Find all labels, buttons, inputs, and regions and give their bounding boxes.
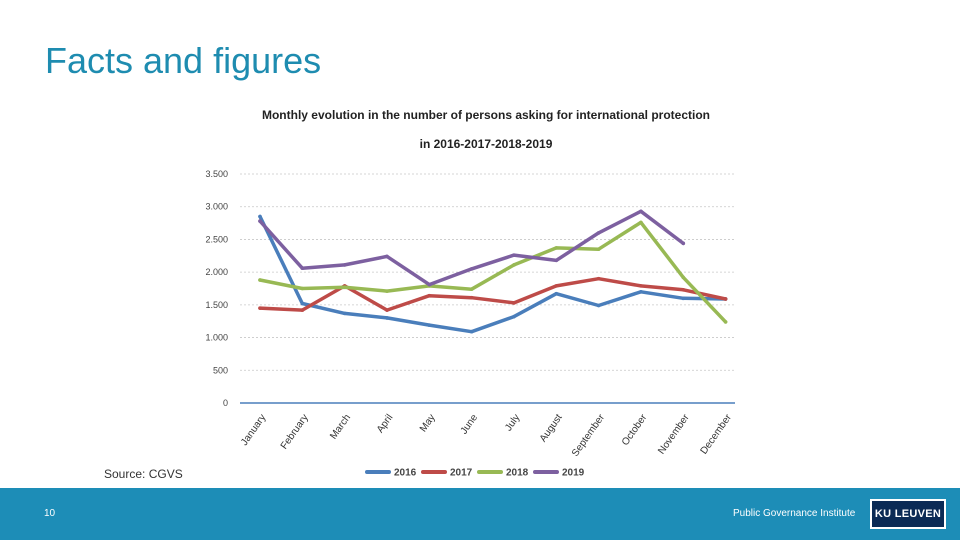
x-tick-label: November [656, 412, 692, 457]
series-2016 [258, 214, 728, 334]
data-point [427, 282, 432, 287]
data-point [342, 263, 347, 267]
series-2018 [258, 220, 728, 324]
data-point [512, 263, 516, 267]
x-tick-label: October [620, 412, 650, 448]
data-point [681, 296, 686, 301]
data-point [639, 284, 643, 288]
data-point [300, 266, 305, 271]
data-point [554, 284, 559, 288]
data-point [723, 297, 728, 301]
data-point [596, 231, 601, 235]
data-point [469, 329, 474, 334]
x-tick-label: December [699, 412, 735, 457]
data-point [342, 311, 347, 316]
data-point [681, 288, 686, 292]
legend-label: 2019 [562, 468, 585, 479]
page-number: 10 [44, 508, 56, 519]
chart-subtitle: in 2016-2017-2018-2019 [419, 137, 553, 151]
source-note: Source: CGVS [104, 467, 183, 481]
series-line-2018 [258, 220, 728, 324]
series-line-2019 [258, 209, 686, 287]
y-tick-label: 500 [213, 365, 228, 375]
data-point [300, 308, 305, 312]
ku-leuven-logo: KU LEUVEN [870, 499, 946, 529]
data-point [385, 308, 389, 312]
data-point [385, 316, 389, 320]
data-point [427, 323, 432, 327]
data-point [258, 306, 262, 310]
data-point [723, 320, 728, 324]
x-tick-label: April [375, 412, 395, 435]
y-tick-label: 2.500 [205, 234, 228, 244]
data-point [596, 276, 601, 281]
data-point [512, 253, 516, 257]
data-point [596, 247, 601, 252]
data-point [512, 301, 516, 305]
data-point [639, 209, 643, 214]
y-axis-tick-labels: 0 500 1.000 1.500 2.000 2.500 3.000 3.500 [205, 169, 228, 408]
data-point [469, 267, 474, 271]
series-line-2016 [258, 214, 728, 334]
data-point [427, 293, 432, 298]
line-chart: 0 500 1.000 1.500 2.000 2.500 3.000 3.500 Janua… [205, 169, 735, 479]
institute-name: Public Governance Institute [733, 508, 856, 519]
y-tick-label: 1.500 [205, 300, 228, 310]
data-point [681, 275, 686, 280]
data-point [385, 289, 389, 293]
data-point [639, 289, 643, 294]
x-axis-tick-labels: January February March April May June July Augu… [239, 412, 734, 459]
data-point [300, 301, 305, 306]
data-point [258, 278, 262, 282]
data-point [681, 241, 686, 246]
x-tick-label: June [459, 412, 481, 436]
data-point [596, 303, 601, 308]
legend: 2016 2017 2018 2019 [365, 468, 585, 479]
x-tick-label: March [328, 412, 353, 441]
data-point [554, 291, 559, 296]
y-tick-label: 1.000 [205, 333, 228, 343]
footer-bar: 10 Public Governance Institute KU LEUVEN [0, 488, 960, 540]
legend-label: 2017 [450, 468, 473, 479]
y-tick-label: 0 [223, 398, 228, 408]
series-line-2017 [258, 276, 728, 312]
data-point [258, 214, 262, 219]
data-point [258, 219, 262, 223]
series-2019 [258, 209, 686, 287]
data-point [554, 246, 559, 250]
slide-title: Facts and figures [45, 40, 322, 81]
data-point [469, 287, 474, 291]
y-tick-label: 3.000 [205, 202, 228, 212]
data-point [469, 295, 474, 300]
data-point [300, 286, 305, 291]
data-series [258, 209, 728, 334]
y-tick-label: 3.500 [205, 169, 228, 179]
data-point [385, 254, 389, 259]
x-tick-label: February [279, 412, 311, 451]
legend-label: 2016 [394, 468, 417, 479]
data-point [554, 258, 559, 263]
data-point [342, 285, 347, 289]
x-tick-label: July [503, 412, 522, 433]
data-point [639, 220, 643, 225]
x-tick-label: January [239, 412, 268, 447]
chart-title: Monthly evolution in the number of perso… [261, 108, 711, 122]
x-tick-label: September [570, 412, 607, 459]
data-point [512, 314, 516, 319]
x-tick-label: August [538, 412, 565, 444]
legend-label: 2018 [506, 468, 529, 479]
y-tick-label: 2.000 [205, 267, 228, 277]
x-tick-label: May [418, 412, 438, 434]
series-2017 [258, 276, 728, 312]
